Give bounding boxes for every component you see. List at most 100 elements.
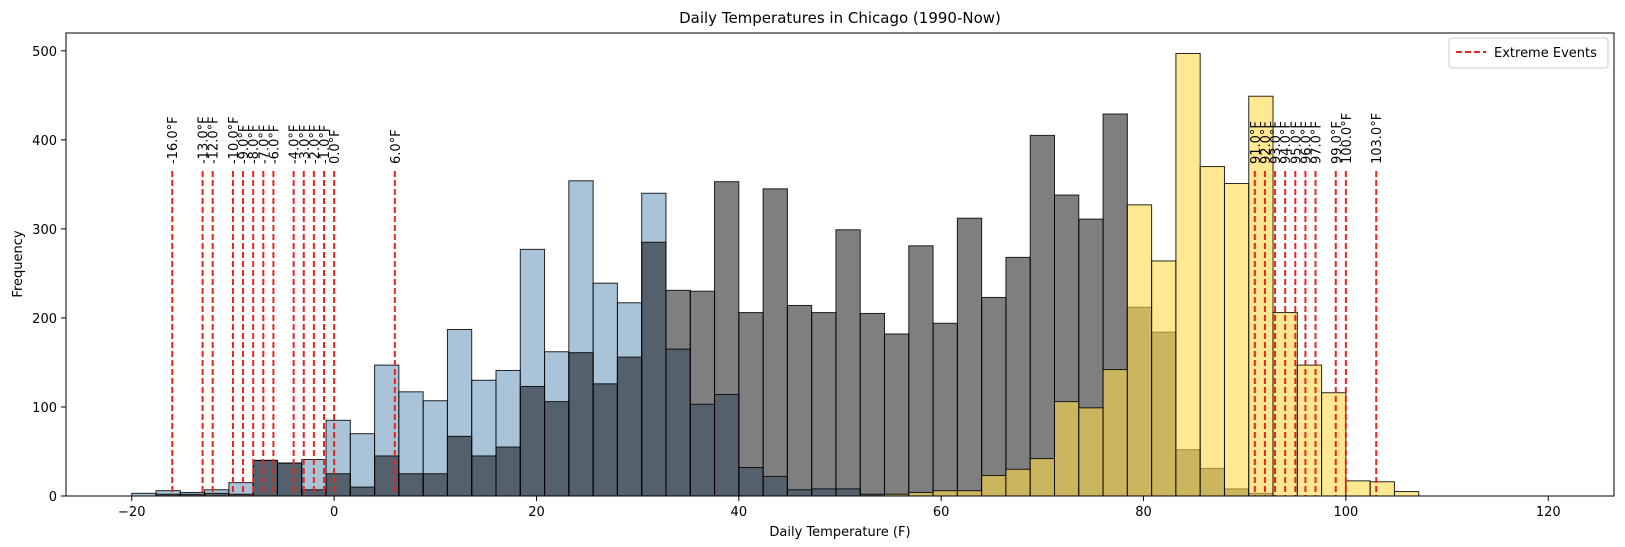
x-tick-label-0: −20 [118, 505, 145, 520]
bar-series-1-bin-18 [592, 383, 618, 497]
series-2 [884, 52, 1420, 497]
extreme-event-label-0: -16.0°F [166, 116, 181, 164]
bar-series-1-bin-23 [714, 181, 740, 497]
extreme-event-label-13: 6.0°F [389, 129, 404, 164]
bar-series-2-bin-12 [1175, 52, 1201, 497]
bar-series-1-bin-17 [568, 352, 594, 497]
x-tick-label-1: 0 [330, 505, 338, 520]
bar-series-2-bin-14 [1223, 182, 1250, 497]
extreme-event-label-5: -8.0°F [247, 125, 262, 164]
bar-series-2-bin-11 [1151, 260, 1177, 497]
bar-series-1-bin-27 [811, 312, 837, 497]
y-tick-label-1: 100 [32, 401, 57, 416]
bar-series-1-bin-33 [956, 217, 983, 497]
legend-box [1448, 37, 1609, 69]
bar-series-1-bin-24 [738, 312, 764, 497]
bar-series-2-bin-21 [1393, 491, 1420, 497]
extreme-event-label-7: -6.0°F [267, 125, 282, 164]
bar-series-2-bin-18 [1321, 392, 1347, 497]
x-tick-label-6: 100 [1333, 505, 1358, 520]
extreme-event-label-9: -3.0°F [298, 125, 313, 164]
bar-series-1-bin-34 [981, 296, 1007, 497]
bar-series-1-bin-14 [495, 446, 521, 497]
bar-series-1-bin-12 [446, 435, 473, 497]
bar-series-1-bin-30 [884, 333, 910, 497]
y-axis-label: Frequency [11, 230, 26, 297]
extreme-event-label-12: 0.0°F [328, 129, 343, 164]
legend: Extreme Events [1448, 37, 1609, 69]
extreme-event-label-15: 92.0°F [1259, 121, 1274, 164]
extreme-events-layer: -16.0°F -13.0°F-12.0°F -10.0°F-9.0°F-8.0°F… [166, 113, 1385, 496]
y-tick-label-5: 500 [32, 45, 57, 60]
bar-series-1-bin-29 [859, 312, 886, 497]
bar-series-1-bin-32 [932, 322, 958, 497]
bar-series-1-bin-15 [519, 385, 546, 497]
bar-series-1-bin-10 [398, 473, 424, 497]
bar-series-2-bin-2 [932, 490, 958, 497]
extreme-event-label-16: 93.0°F [1269, 121, 1284, 164]
y-tick-label-3: 300 [32, 223, 57, 238]
x-axis-label: Daily Temperature (F) [769, 525, 910, 540]
extreme-event-label-6: -7.0°F [257, 125, 272, 164]
extreme-event-label-18: 95.0°F [1289, 121, 1304, 164]
bar-series-2-bin-17 [1296, 364, 1323, 497]
y-axis: 0 100 200 300 400 500 [32, 45, 66, 505]
bar-series-2-bin-15 [1248, 95, 1274, 497]
x-tick-label-7: 120 [1536, 505, 1561, 520]
bar-series-1-bin-36 [1029, 134, 1055, 497]
legend-label: Extreme Events [1494, 46, 1597, 61]
bar-series-1-bin-26 [786, 304, 813, 497]
bar-series-2-bin-4 [981, 475, 1007, 497]
x-tick-label-2: 20 [528, 505, 545, 520]
x-tick-label-4: 60 [933, 505, 950, 520]
bar-series-1-bin-25 [762, 188, 788, 497]
bar-series-1-bin-7 [325, 473, 351, 497]
extreme-event-label-22: 100.0°F [1340, 113, 1355, 164]
bar-series-2-bin-9 [1102, 369, 1128, 497]
bar-series-1-bin-22 [689, 290, 716, 497]
extreme-event-label-21: 99.0°F [1330, 121, 1345, 164]
extreme-event-label-23: 103.0°F [1370, 113, 1385, 164]
bar-series-1-bin-20 [641, 241, 667, 497]
chart-title: Daily Temperatures in Chicago (1990-Now) [679, 9, 1001, 27]
y-tick-label-0: 0 [49, 490, 57, 505]
bar-series-2-bin-7 [1053, 401, 1080, 497]
bar-series-2-bin-6 [1029, 458, 1055, 497]
extreme-event-label-4: -9.0°F [237, 125, 252, 164]
bar-series-2-bin-20 [1369, 481, 1395, 497]
extreme-event-label-20: 97.0°F [1310, 121, 1325, 164]
bars-layer [131, 52, 1420, 497]
extreme-event-label-10: -2.0°F [308, 125, 323, 164]
y-tick-label-2: 200 [32, 312, 57, 327]
bar-series-2-bin-10 [1126, 204, 1153, 497]
bar-series-2-bin-19 [1345, 480, 1371, 497]
bar-series-1-bin-11 [422, 473, 448, 497]
bar-series-1-bin-16 [544, 401, 570, 497]
plot-frame [65, 32, 1615, 497]
extreme-event-label-8: -4.0°F [288, 125, 303, 164]
bar-series-1-bin-13 [471, 455, 497, 497]
bar-series-1-bin-28 [835, 229, 861, 497]
extreme-event-label-19: 96.0°F [1299, 121, 1314, 164]
x-tick-label-5: 80 [1135, 505, 1152, 520]
bar-series-1-bin-21 [665, 289, 691, 497]
extreme-event-label-17: 94.0°F [1279, 121, 1294, 164]
bar-series-2-bin-1 [908, 491, 934, 497]
x-axis: −20 0 20 40 60 80 100 120 [118, 496, 1561, 520]
extreme-event-label-2: -12.0°F [207, 116, 222, 164]
extreme-event-label-3: -10.0°F [227, 116, 242, 164]
extreme-event-label-14: 91.0°F [1249, 121, 1264, 164]
bar-series-2-bin-3 [956, 490, 983, 497]
extreme-event-label-1: -13.0°F [197, 116, 212, 164]
bar-series-1-bin-35 [1005, 256, 1031, 497]
extreme-event-label-11: -1.0°F [318, 125, 333, 164]
bar-series-2-bin-5 [1005, 468, 1031, 497]
bar-series-1-bin-31 [908, 245, 934, 497]
y-tick-label-4: 400 [32, 134, 57, 149]
bar-series-1-bin-5 [276, 462, 303, 497]
bar-series-1-bin-8 [349, 486, 376, 497]
x-tick-label-3: 40 [731, 505, 748, 520]
bar-series-2-bin-8 [1078, 407, 1104, 497]
bar-series-2-bin-13 [1199, 166, 1225, 497]
